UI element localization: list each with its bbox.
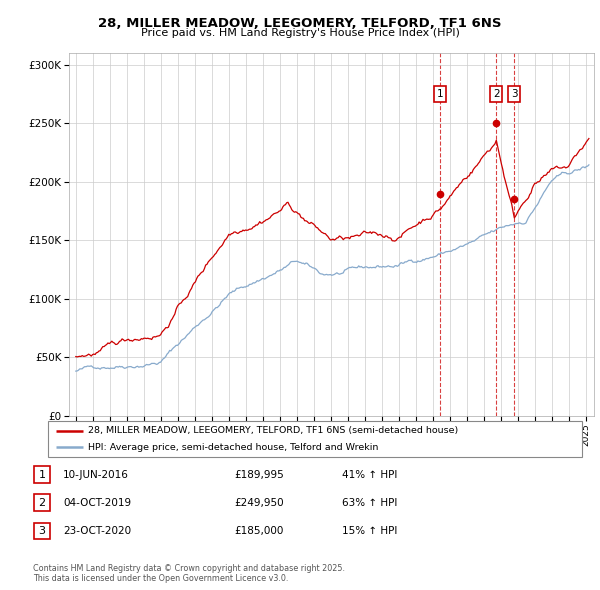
Text: 3: 3 [38, 526, 46, 536]
FancyBboxPatch shape [34, 467, 50, 483]
Text: HPI: Average price, semi-detached house, Telford and Wrekin: HPI: Average price, semi-detached house,… [88, 443, 379, 452]
Text: 10-JUN-2016: 10-JUN-2016 [63, 470, 129, 480]
Text: 15% ↑ HPI: 15% ↑ HPI [342, 526, 397, 536]
Text: £189,995: £189,995 [234, 470, 284, 480]
Text: 63% ↑ HPI: 63% ↑ HPI [342, 498, 397, 507]
Text: 28, MILLER MEADOW, LEEGOMERY, TELFORD, TF1 6NS: 28, MILLER MEADOW, LEEGOMERY, TELFORD, T… [98, 17, 502, 30]
Text: Price paid vs. HM Land Registry's House Price Index (HPI): Price paid vs. HM Land Registry's House … [140, 28, 460, 38]
Text: £249,950: £249,950 [234, 498, 284, 507]
Text: 2: 2 [493, 89, 500, 99]
Text: £185,000: £185,000 [234, 526, 283, 536]
FancyBboxPatch shape [48, 421, 582, 457]
FancyBboxPatch shape [34, 494, 50, 511]
Text: 04-OCT-2019: 04-OCT-2019 [63, 498, 131, 507]
Text: 1: 1 [437, 89, 443, 99]
Text: 2: 2 [38, 498, 46, 507]
Text: 41% ↑ HPI: 41% ↑ HPI [342, 470, 397, 480]
FancyBboxPatch shape [34, 523, 50, 539]
Text: 3: 3 [511, 89, 518, 99]
Text: 1: 1 [38, 470, 46, 480]
Text: 28, MILLER MEADOW, LEEGOMERY, TELFORD, TF1 6NS (semi-detached house): 28, MILLER MEADOW, LEEGOMERY, TELFORD, T… [88, 426, 458, 435]
Text: Contains HM Land Registry data © Crown copyright and database right 2025.
This d: Contains HM Land Registry data © Crown c… [33, 563, 345, 583]
Text: 23-OCT-2020: 23-OCT-2020 [63, 526, 131, 536]
